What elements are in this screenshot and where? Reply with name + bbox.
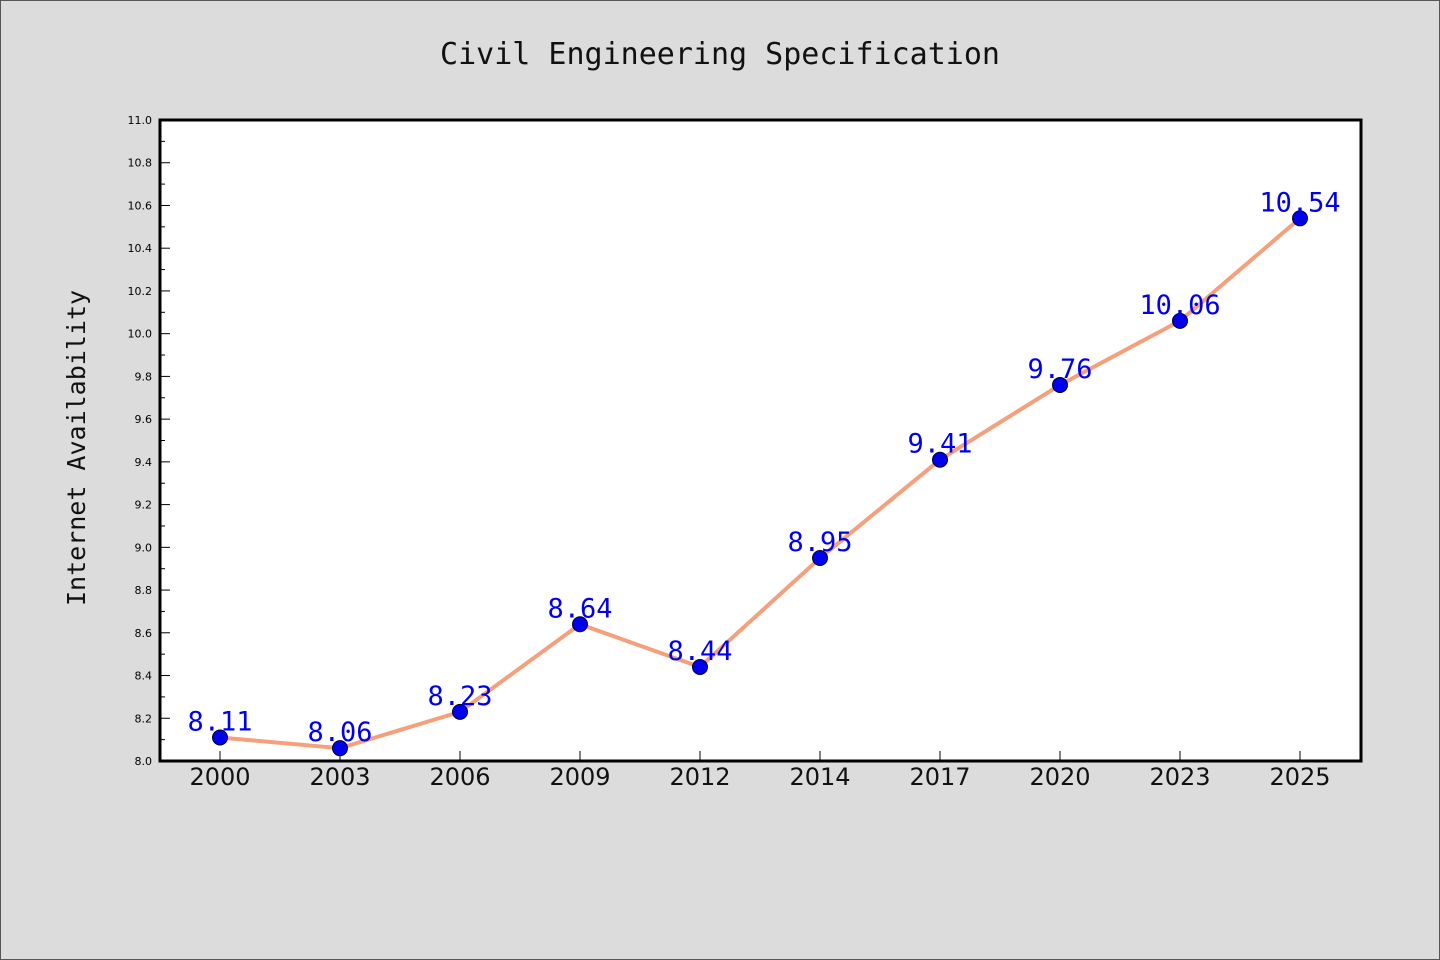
data-label: 8.95 bbox=[787, 527, 852, 558]
y-tick-label: 10.4 bbox=[128, 242, 153, 255]
y-tick-label: 8.2 bbox=[135, 712, 153, 725]
x-tick-label: 2025 bbox=[1269, 763, 1330, 791]
data-point bbox=[212, 729, 228, 746]
y-tick-label: 11.0 bbox=[128, 114, 153, 127]
y-tick-label: 10.6 bbox=[128, 199, 153, 212]
data-point bbox=[332, 740, 348, 757]
data-point bbox=[572, 616, 588, 633]
y-tick-label: 9.6 bbox=[135, 413, 153, 426]
data-point bbox=[812, 550, 828, 567]
data-point bbox=[452, 703, 468, 720]
y-tick-label: 8.4 bbox=[135, 670, 153, 683]
x-tick-label: 2006 bbox=[429, 763, 490, 791]
data-point bbox=[1052, 376, 1068, 393]
data-label: 8.64 bbox=[547, 593, 612, 624]
plot-frame bbox=[158, 118, 1363, 763]
x-tick-label: 2020 bbox=[1029, 763, 1090, 791]
y-tick-label: 8.0 bbox=[135, 755, 153, 768]
y-tick-label: 9.2 bbox=[135, 499, 153, 512]
series-line bbox=[218, 216, 1302, 751]
x-tick-label: 2012 bbox=[669, 763, 730, 791]
data-point bbox=[932, 451, 948, 468]
x-axis: 2000 2003 2006 2009 2012 2014 2017 2020 2023 2025 bbox=[189, 751, 1331, 791]
y-tick-label: 9.0 bbox=[135, 541, 153, 554]
y-tick-label: 10.8 bbox=[128, 157, 153, 170]
x-tick-label: 2017 bbox=[909, 763, 970, 791]
series-layer: 8.11 8.06 8.23 8.64 8.44 8.95 9.41 9.76 10.06 10.… bbox=[187, 187, 1341, 757]
data-label: 8.44 bbox=[667, 636, 732, 667]
data-label: 10.06 bbox=[1139, 290, 1220, 321]
y-tick-label: 8.6 bbox=[135, 627, 153, 640]
data-label: 8.06 bbox=[307, 717, 372, 748]
data-label: 8.23 bbox=[427, 681, 492, 712]
data-point bbox=[1172, 312, 1188, 329]
y-tick-label: 9.8 bbox=[135, 370, 153, 383]
data-label: 8.11 bbox=[187, 706, 252, 737]
x-tick-label: 2014 bbox=[789, 763, 850, 791]
x-tick-label: 2000 bbox=[189, 763, 250, 791]
chart-title: Civil Engineering Specification bbox=[440, 37, 1000, 72]
x-tick-label: 2023 bbox=[1149, 763, 1210, 791]
y-tick-label: 10.2 bbox=[128, 285, 153, 298]
data-point bbox=[692, 658, 708, 675]
y-tick-label: 10.0 bbox=[128, 328, 153, 341]
data-point bbox=[1292, 210, 1308, 227]
y-tick-label: 9.4 bbox=[135, 456, 153, 469]
x-tick-label: 2003 bbox=[309, 763, 370, 791]
y-axis: 8.0 8.2 8.4 8.6 8.8 9.0 9.2 9.4 9.6 9.8 10.0 10.2 10… bbox=[128, 114, 170, 768]
x-tick-label: 2009 bbox=[549, 763, 610, 791]
y-axis-label: Internet Availability bbox=[62, 290, 91, 606]
data-label: 10.54 bbox=[1259, 187, 1340, 218]
data-label: 9.76 bbox=[1027, 354, 1092, 385]
data-label: 9.41 bbox=[907, 429, 972, 460]
plot-area bbox=[160, 120, 1361, 761]
y-tick-label: 8.8 bbox=[135, 584, 153, 597]
